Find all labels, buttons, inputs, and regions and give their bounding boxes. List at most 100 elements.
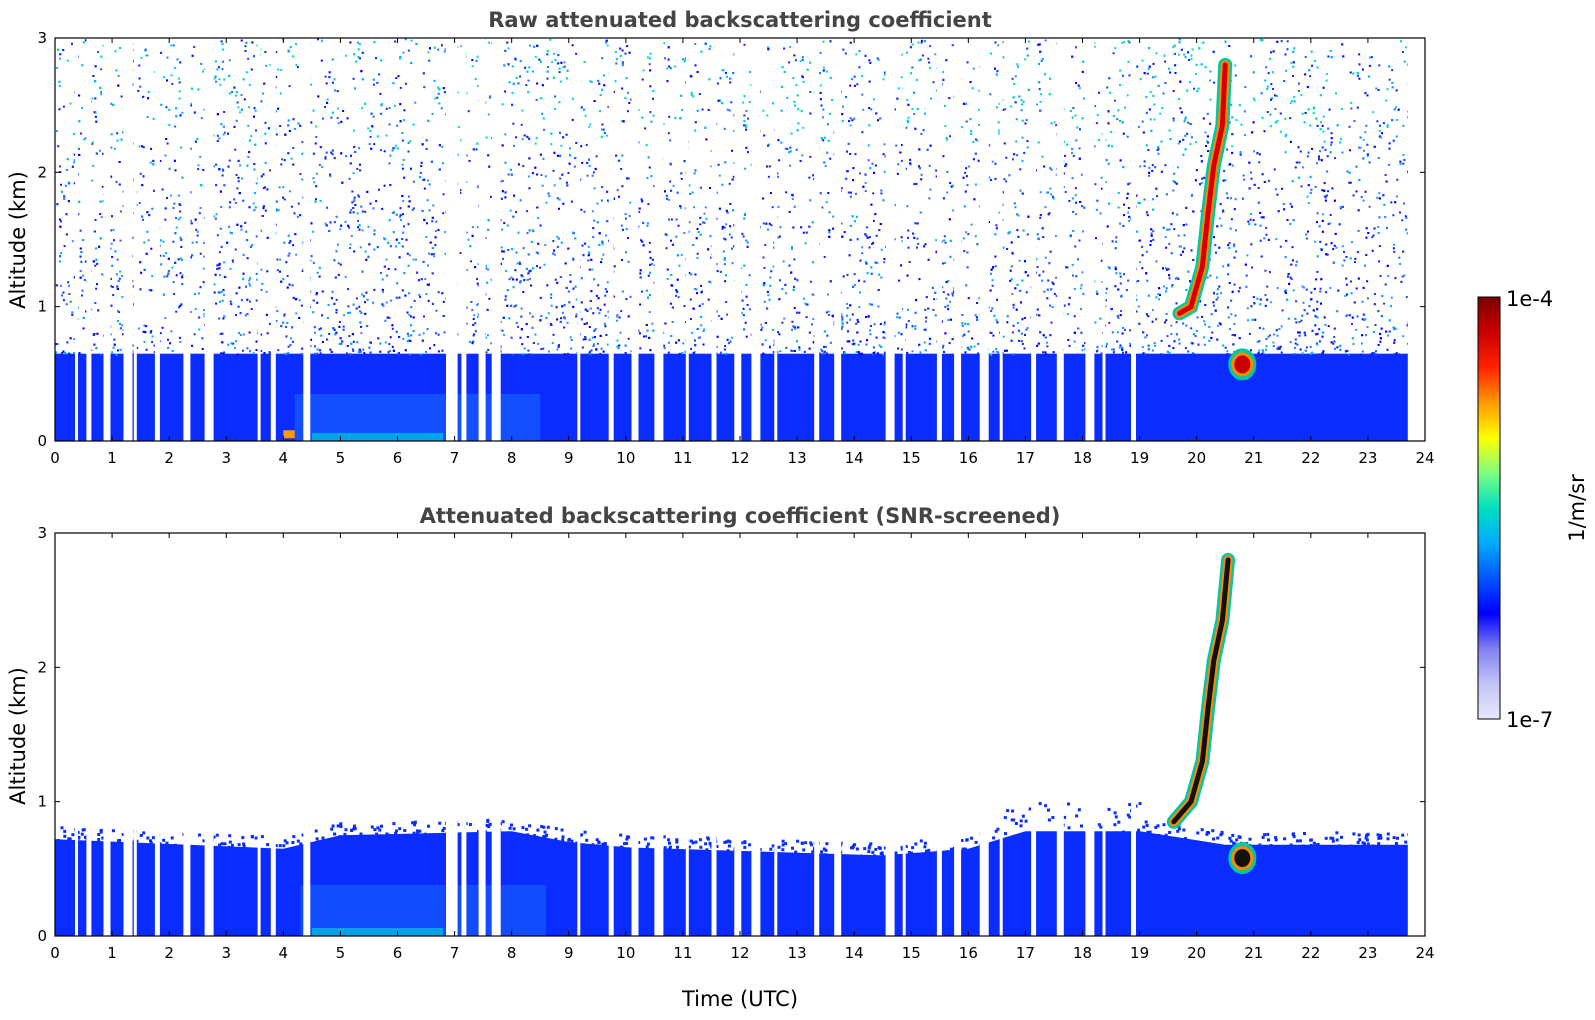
gap-stripe: [1102, 38, 1106, 441]
x-tick-label: 2: [164, 449, 174, 467]
no-data-tail: [1407, 533, 1425, 936]
x-tick-label: 13: [788, 944, 807, 962]
gap-stripe: [1031, 38, 1037, 441]
gap-stripe: [123, 38, 133, 441]
gap-stripe: [979, 38, 989, 441]
x-tick-label: 22: [1301, 944, 1320, 962]
gap-stripe: [654, 533, 664, 936]
gap-stripe: [608, 38, 614, 441]
x-tick-label: 18: [1073, 944, 1092, 962]
no-data-tail: [1407, 38, 1425, 441]
gap-stripe: [685, 533, 689, 936]
x-tick-label: 14: [845, 944, 864, 962]
x-tick-label: 16: [959, 449, 978, 467]
gap-stripe: [885, 38, 895, 441]
surface-strip: [311, 432, 444, 441]
colorbar-max-label: 1e-4: [1506, 287, 1553, 311]
gap-stripe: [814, 38, 820, 441]
cloud-core: [1234, 355, 1251, 374]
x-tick-label: 14: [845, 449, 864, 467]
gap-stripe: [631, 38, 639, 441]
plume-mid: [1169, 555, 1233, 827]
gap-stripe: [631, 533, 639, 936]
gap-stripe: [979, 533, 989, 936]
x-tick-label: 19: [1130, 449, 1149, 467]
gap-stripe: [257, 533, 261, 936]
gap-stripe: [154, 38, 160, 441]
gap-stripe: [734, 38, 742, 441]
x-tick-label: 17: [1016, 944, 1035, 962]
x-tick-label: 24: [1415, 944, 1434, 962]
surface-feature: [283, 430, 295, 439]
gap-stripe: [999, 38, 1003, 441]
gap-stripe: [814, 533, 820, 936]
gap-stripe: [774, 38, 778, 441]
x-tick-label: 7: [450, 449, 460, 467]
gap-stripe: [123, 533, 133, 936]
gap-stripe: [902, 38, 906, 441]
x-tick-label: 22: [1301, 449, 1320, 467]
x-tick-label: 0: [50, 449, 60, 467]
x-tick-label: 12: [730, 944, 749, 962]
gap-stripe: [454, 533, 458, 936]
gap-stripe: [954, 533, 962, 936]
x-tick-label: 23: [1358, 944, 1377, 962]
gap-stripe: [834, 38, 842, 441]
x-tick-label: 4: [279, 449, 289, 467]
panel-screened-title: Attenuated backscattering coefficient (S…: [420, 504, 1061, 528]
x-tick-label: 16: [959, 944, 978, 962]
gap-stripe: [1085, 38, 1095, 441]
gap-stripe: [999, 533, 1003, 936]
boundary-layer: [55, 353, 1408, 441]
gap-stripe: [270, 38, 276, 441]
x-tick-label: 21: [1244, 944, 1263, 962]
x-tick-label: 5: [336, 944, 346, 962]
gap-stripe: [461, 533, 467, 936]
gap-stripe: [204, 38, 214, 441]
x-tick-label: 17: [1016, 449, 1035, 467]
x-tick-label: 8: [507, 449, 517, 467]
panel-screened-frame: [54, 532, 1426, 937]
gap-stripe: [577, 533, 581, 936]
x-tick-label: 1: [107, 449, 117, 467]
gap-stripe: [446, 38, 455, 441]
x-tick-label: 3: [221, 944, 231, 962]
gap-stripe: [1031, 533, 1037, 936]
x-tick-label: 15: [902, 449, 921, 467]
x-tick-label: 8: [507, 944, 517, 962]
y-tick-label: 3: [37, 29, 47, 47]
x-tick-label: 7: [450, 944, 460, 962]
gap-stripe: [103, 533, 111, 936]
gap-stripe: [183, 38, 191, 441]
x-tick-label: 10: [616, 449, 635, 467]
x-tick-label: 9: [564, 944, 574, 962]
x-tick-label: 13: [788, 449, 807, 467]
gap-stripe: [183, 533, 191, 936]
heatmap-field: [55, 38, 1425, 441]
panel-raw: Raw attenuated backscattering coefficien…: [6, 8, 1435, 467]
y-tick-label: 2: [37, 658, 47, 676]
y-tick-label: 0: [37, 927, 47, 945]
x-tick-label: 18: [1073, 449, 1092, 467]
gap-stripe: [936, 38, 942, 441]
gap-stripe: [685, 38, 689, 441]
aerosol-layer: [300, 884, 546, 936]
x-tick-label: 20: [1187, 449, 1206, 467]
heatmap-field: [55, 533, 1425, 936]
panel-raw-ticks: 0 1 2 3 4 5 6 7 8 9 10 11 12 13 14 15 16 17 18 19 20 21 22 23 24…: [37, 29, 1434, 467]
x-tick-label: 10: [616, 944, 635, 962]
gap-stripe: [577, 38, 581, 441]
gap-stripe: [1102, 533, 1106, 936]
gap-stripe: [711, 533, 717, 936]
x-tick-label: 3: [221, 449, 231, 467]
gap-stripe: [257, 38, 261, 441]
y-tick-label: 0: [37, 432, 47, 450]
y-tick-label: 1: [37, 298, 47, 316]
gap-stripe: [133, 38, 137, 441]
gap-stripe: [902, 533, 906, 936]
gap-stripe: [303, 38, 311, 441]
panel-raw-ylabel: Altitude (km): [6, 171, 30, 309]
y-tick-label: 1: [37, 793, 47, 811]
gap-stripe: [491, 533, 501, 936]
